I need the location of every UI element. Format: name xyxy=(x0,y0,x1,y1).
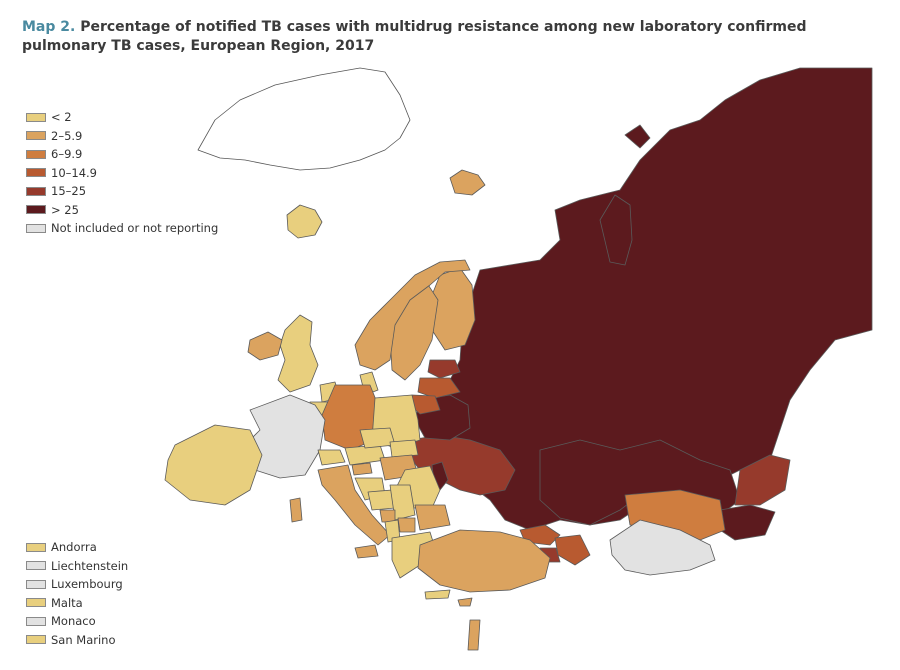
country-israel xyxy=(467,619,481,651)
legend-label: 6–9.9 xyxy=(51,147,83,162)
small-country-item: Liechtenstein xyxy=(26,557,128,576)
country-spain xyxy=(164,424,263,506)
map-title: Map 2. Percentage of notified TB cases w… xyxy=(22,18,882,56)
legend-swatch xyxy=(26,205,46,215)
legend-label: < 2 xyxy=(51,110,72,125)
small-country-item: Andorra xyxy=(26,538,128,557)
legend-swatch xyxy=(26,112,46,122)
country-svalbard xyxy=(449,169,486,196)
legend-label: > 25 xyxy=(51,202,79,217)
legend-item: 6–9.9 xyxy=(26,145,218,164)
greenland-outline xyxy=(197,67,411,171)
legend-swatch xyxy=(26,579,46,589)
country-norway xyxy=(354,259,471,371)
legend-item: 10–14.9 xyxy=(26,164,218,183)
small-country-label: Malta xyxy=(51,595,83,610)
country-turkey xyxy=(417,529,551,593)
legend-swatch xyxy=(26,168,46,178)
legend-label: 15–25 xyxy=(51,184,87,199)
country-uk xyxy=(277,314,319,393)
country-bulgaria xyxy=(414,504,451,531)
legend-swatch xyxy=(26,149,46,159)
country-slovenia xyxy=(351,462,373,476)
country-azerbaijan xyxy=(554,534,591,566)
country-latvia xyxy=(417,377,461,399)
map-number: Map 2. xyxy=(22,19,76,35)
island-crete xyxy=(424,589,451,600)
country-slovakia xyxy=(389,439,419,458)
island-arctic xyxy=(624,124,651,149)
legend-item: 2–5.9 xyxy=(26,127,218,146)
country-ukraine xyxy=(407,434,516,496)
small-country-label: Monaco xyxy=(51,614,96,629)
country-italy xyxy=(317,464,391,546)
small-country-label: San Marino xyxy=(51,632,116,647)
legend-label: 2–5.9 xyxy=(51,128,83,143)
country-sardinia xyxy=(289,497,303,523)
country-iceland xyxy=(286,204,323,239)
small-country-label: Liechtenstein xyxy=(51,558,129,573)
legend-item: < 2 xyxy=(26,108,218,127)
country-estonia xyxy=(427,359,461,379)
small-country-item: San Marino xyxy=(26,631,128,650)
small-country-label: Luxembourg xyxy=(51,577,123,592)
country-kyrgyzstan xyxy=(734,454,791,506)
legend-swatch xyxy=(26,131,46,141)
country-ireland xyxy=(247,331,283,361)
island-novaya-zemlya xyxy=(599,194,633,266)
small-country-item: Malta xyxy=(26,594,128,613)
country-turkmenistan xyxy=(609,519,716,576)
legend: < 2 2–5.9 6–9.9 10–14.9 15–25 > 25 Not i… xyxy=(26,108,218,238)
country-cyprus xyxy=(457,597,473,607)
country-montenegro xyxy=(379,509,396,523)
legend-swatch xyxy=(26,542,46,552)
country-north-macedonia xyxy=(397,517,416,533)
legend-swatch xyxy=(26,598,46,608)
legend-item: > 25 xyxy=(26,201,218,220)
legend-swatch xyxy=(26,616,46,626)
legend-swatch xyxy=(26,635,46,645)
country-serbia xyxy=(389,484,416,521)
country-sicily xyxy=(354,544,379,559)
small-country-item: Luxembourg xyxy=(26,575,128,594)
small-country-item: Monaco xyxy=(26,612,128,631)
legend-label: 10–14.9 xyxy=(51,165,97,180)
map-title-text: Percentage of notified TB cases with mul… xyxy=(22,19,807,54)
legend-swatch xyxy=(26,223,46,233)
legend-item: 15–25 xyxy=(26,182,218,201)
small-countries-legend: Andorra Liechtenstein Luxembourg Malta M… xyxy=(26,538,128,649)
legend-label: Not included or not reporting xyxy=(51,221,219,236)
legend-swatch xyxy=(26,561,46,571)
legend-swatch xyxy=(26,186,46,196)
legend-item: Not included or not reporting xyxy=(26,219,218,238)
country-tajikistan xyxy=(719,504,776,541)
country-czechia xyxy=(359,427,396,449)
small-country-label: Andorra xyxy=(51,540,97,555)
country-switzerland xyxy=(317,449,346,466)
